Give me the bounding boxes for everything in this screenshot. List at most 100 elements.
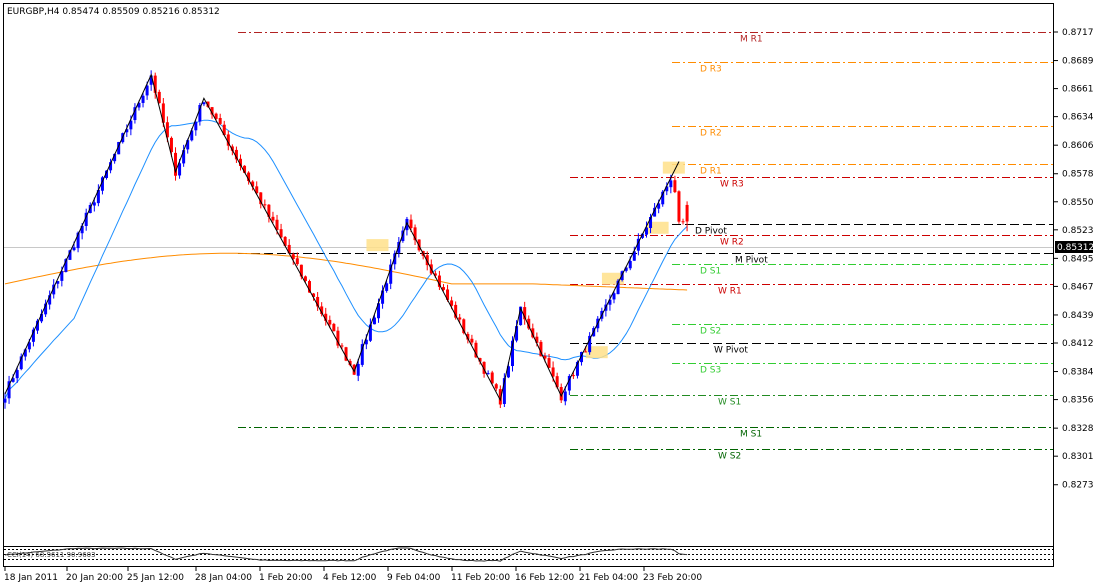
- time-tick-label: 28 Jan 04:00: [195, 573, 252, 583]
- candle-body: [466, 333, 470, 340]
- candle-body: [133, 107, 137, 121]
- candle-body: [222, 124, 226, 136]
- time-tick-label: 16 Feb 12:00: [515, 573, 574, 583]
- candle-body: [490, 372, 494, 384]
- candle-body: [303, 276, 307, 282]
- time-tick-label: 25 Jan 12:00: [127, 573, 184, 583]
- candle-body: [336, 330, 340, 346]
- candle-body: [100, 177, 104, 191]
- candle-body: [312, 293, 316, 297]
- candle-body: [137, 102, 141, 108]
- subwindow-caption: CCI(14) 68.9611 90.9603: [7, 551, 96, 559]
- candle-body: [450, 300, 454, 306]
- price-tick-label: 0.83565: [1062, 396, 1094, 406]
- price-tick-label: 0.85505: [1062, 198, 1094, 208]
- price-tick-label: 0.86615: [1062, 85, 1094, 95]
- time-tick-label: 9 Feb 04:00: [387, 573, 441, 583]
- chart-title: EURGBP,H4 0.85474 0.85509 0.85216 0.8531…: [7, 7, 220, 17]
- candle-body: [169, 137, 173, 153]
- candle-body: [527, 318, 531, 329]
- candle-body: [364, 339, 368, 345]
- candle-body: [145, 85, 149, 96]
- candle-body: [608, 299, 612, 305]
- candle-body: [125, 129, 129, 133]
- candle-body: [555, 376, 559, 388]
- candle-body: [279, 229, 283, 238]
- fast-ma-line: [4, 119, 688, 399]
- candle-body: [624, 267, 628, 271]
- candle-body: [551, 367, 555, 377]
- candle-body: [259, 192, 263, 205]
- candle-body: [441, 287, 445, 290]
- candle-body: [308, 281, 311, 293]
- price-tick-label: 0.84395: [1062, 311, 1094, 321]
- candle-body: [547, 358, 551, 368]
- candle-body: [117, 141, 121, 155]
- time-tick-label: 1 Feb 20:00: [259, 573, 313, 583]
- candle-body: [681, 221, 685, 223]
- candle-body: [40, 313, 44, 322]
- candle-body: [113, 153, 117, 162]
- candle-body: [563, 391, 567, 402]
- candle-body: [182, 150, 186, 164]
- candle-body: [446, 289, 450, 300]
- candle-body: [381, 290, 385, 304]
- candle-body: [291, 254, 295, 260]
- level-label: D R1: [700, 167, 722, 177]
- candle-body: [372, 317, 376, 325]
- candle-body: [665, 186, 669, 192]
- candle-body: [405, 218, 409, 231]
- candle-body: [462, 319, 466, 334]
- level-label: W R2: [720, 238, 744, 248]
- candle-body: [685, 204, 689, 222]
- time-axis[interactable]: 18 Jan 2011 20 Jan 20:00 25 Jan 12:00 28 Ja…: [4, 567, 702, 583]
- level-label: D S3: [700, 366, 721, 376]
- candle-body: [348, 360, 352, 366]
- candle-body: [340, 345, 344, 347]
- candle-body: [543, 355, 547, 359]
- candle-body: [234, 149, 238, 160]
- candle-body: [454, 304, 458, 318]
- candle-body: [210, 107, 214, 115]
- candle-body: [640, 233, 644, 238]
- candle-body: [644, 227, 648, 235]
- candle-body: [575, 361, 579, 376]
- candle-body: [153, 75, 157, 93]
- candle-body: [588, 335, 592, 353]
- candle-body: [174, 152, 178, 176]
- level-label: D R3: [700, 65, 722, 75]
- candle-body: [511, 340, 514, 367]
- candle-body: [332, 323, 336, 332]
- candle-body: [628, 260, 632, 269]
- highlight-box: [662, 161, 685, 174]
- candle-body: [433, 273, 437, 276]
- candle-body: [393, 253, 397, 265]
- candle-body: [206, 101, 210, 107]
- candle-body: [523, 307, 527, 320]
- candle-body: [385, 283, 389, 291]
- candles: [3, 70, 689, 409]
- candle-body: [15, 370, 19, 379]
- price-tick-label: 0.82730: [1062, 481, 1094, 491]
- candle-body: [84, 212, 88, 226]
- candle-body: [535, 336, 539, 343]
- cci-subwindow: [4, 547, 1053, 562]
- highlight-box: [585, 346, 608, 359]
- candle-body: [320, 306, 324, 315]
- candle-body: [539, 341, 543, 357]
- level-label: M S1: [740, 430, 762, 440]
- candle-body: [23, 349, 27, 357]
- candle-body: [506, 366, 510, 378]
- candle-body: [218, 118, 222, 124]
- candle-body: [247, 172, 251, 182]
- candle-body: [52, 284, 56, 295]
